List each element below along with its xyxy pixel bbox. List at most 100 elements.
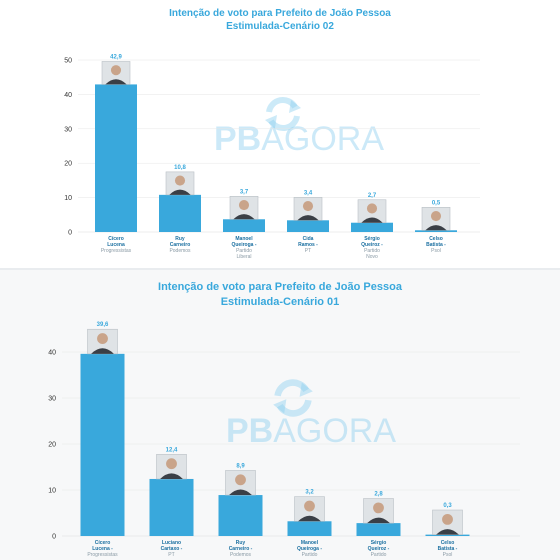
bar	[415, 230, 457, 232]
candidate-name: Cida	[303, 236, 314, 242]
photo-head	[373, 502, 384, 514]
y-tick-label: 30	[48, 396, 56, 403]
candidate-party: Partido	[364, 248, 380, 254]
candidate-photo	[229, 196, 259, 220]
photo-head	[174, 175, 186, 186]
photo-head	[97, 333, 108, 344]
candidate-name: Celso	[429, 236, 443, 242]
watermark-light: AGORA	[261, 120, 384, 158]
candidate-party: Partido	[371, 552, 387, 558]
refresh-arc-top	[274, 379, 310, 397]
candidate-party: Novo	[366, 254, 378, 260]
refresh-arrow-bottom	[273, 399, 287, 414]
candidate-name: Batista -	[426, 242, 446, 248]
candidate-name: Queiroga -	[231, 242, 256, 248]
y-tick-label: 40	[64, 92, 72, 99]
candidate-name: Sérgio	[371, 540, 387, 546]
bar	[80, 353, 125, 536]
candidate-name: Queiroz -	[361, 242, 383, 248]
candidate-party: Psol	[443, 552, 453, 558]
candidate-name: Queiroz -	[368, 546, 390, 552]
candidate-name: Queiroga -	[297, 546, 322, 552]
bar	[287, 521, 332, 536]
candidate-name: Lucena	[107, 242, 125, 248]
bar-chart-scenario-01: PBAGORA Intenção de voto para Prefeito de…	[48, 281, 520, 558]
photo-body	[297, 215, 319, 221]
chart-panel-scenario-02: PBAGORA Intenção de voto para Prefeito de…	[0, 0, 560, 270]
candidate-photo	[101, 61, 131, 85]
photo-head	[304, 500, 315, 512]
chart-subtitle: Estimulada-Cenário 01	[221, 296, 340, 308]
candidate-name: Ramos -	[298, 242, 318, 248]
bar	[356, 523, 401, 536]
y-tick-label: 10	[48, 488, 56, 495]
chart-panel-scenario-01: PBAGORA Intenção de voto para Prefeito de…	[0, 270, 560, 560]
watermark-text: PBAGORA	[214, 120, 384, 158]
bar	[287, 220, 329, 232]
candidate-name: Lucena -	[92, 546, 113, 552]
photo-body	[169, 189, 191, 195]
refresh-arc-bottom	[268, 115, 300, 132]
chart-subtitle: Estimulada-Cenário 02	[226, 21, 334, 32]
refresh-arc-top	[266, 96, 298, 113]
photo-body	[105, 79, 127, 85]
bar-value-label: 0,3	[443, 503, 452, 509]
photo-head	[235, 474, 246, 486]
bar-chart-scenario-02: PBAGORA Intenção de voto para Prefeito de…	[64, 8, 480, 260]
bar	[351, 222, 393, 232]
candidate-name: Manoel	[301, 540, 319, 546]
y-tick-label: 0	[68, 230, 72, 237]
candidate-name: Carneiro -	[229, 546, 253, 552]
refresh-arc-bottom	[276, 399, 312, 417]
y-tick-label: 30	[64, 126, 72, 133]
bar	[218, 495, 263, 536]
candidate-name: Manoel	[235, 236, 253, 242]
candidate-name: Ruy	[236, 540, 246, 546]
photo-body	[229, 489, 252, 496]
bar	[223, 219, 265, 232]
photo-body	[160, 473, 183, 479]
bar-value-label: 0,5	[432, 200, 441, 206]
photo-body	[367, 517, 390, 524]
refresh-arrow-top	[289, 100, 301, 113]
y-tick-label: 20	[64, 161, 72, 168]
candidate-party: Podemos	[169, 248, 191, 254]
y-tick-label: 0	[52, 534, 56, 541]
candidate-name: Batista -	[438, 546, 458, 552]
candidate-party: Podemos	[230, 552, 252, 558]
bar-value-label: 2,7	[368, 193, 377, 199]
photo-head	[302, 201, 314, 212]
bar-value-label: 3,4	[304, 190, 313, 196]
photo-head	[166, 458, 177, 470]
photo-body	[233, 214, 255, 220]
candidate-party: Partido	[236, 248, 252, 254]
candidate-photo	[165, 171, 195, 196]
candidate-name: Sérgio	[364, 236, 380, 242]
panel-divider	[0, 268, 560, 271]
candidate-party: Partido	[302, 552, 318, 558]
photo-body	[361, 217, 383, 223]
candidate-name: Cartaxo -	[161, 546, 183, 552]
photo-head	[238, 199, 250, 211]
photo-head	[442, 513, 453, 525]
candidate-photo	[432, 509, 463, 535]
photo-body	[91, 348, 114, 354]
y-tick-label: 10	[64, 195, 72, 202]
photo-body	[298, 515, 321, 522]
photo-head	[366, 203, 378, 214]
chart-title: Intenção de voto para Prefeito de João P…	[169, 8, 391, 19]
candidate-name: Luciano	[162, 540, 181, 546]
y-tick-label: 20	[48, 442, 56, 449]
photo-body	[436, 529, 459, 535]
watermark-refresh-icon	[265, 96, 301, 132]
candidate-photo	[363, 498, 394, 524]
candidate-photo	[87, 328, 118, 355]
bar-value-label: 10,8	[174, 165, 186, 171]
candidate-party: Psol	[431, 248, 441, 254]
candidate-name: Ruy	[175, 236, 185, 242]
watermark-text: PBAGORA	[226, 412, 396, 450]
refresh-arrow-bottom	[265, 115, 277, 128]
photo-head	[430, 210, 442, 222]
candidate-name: Celso	[441, 540, 455, 546]
watermark-bold: PB	[214, 120, 261, 158]
